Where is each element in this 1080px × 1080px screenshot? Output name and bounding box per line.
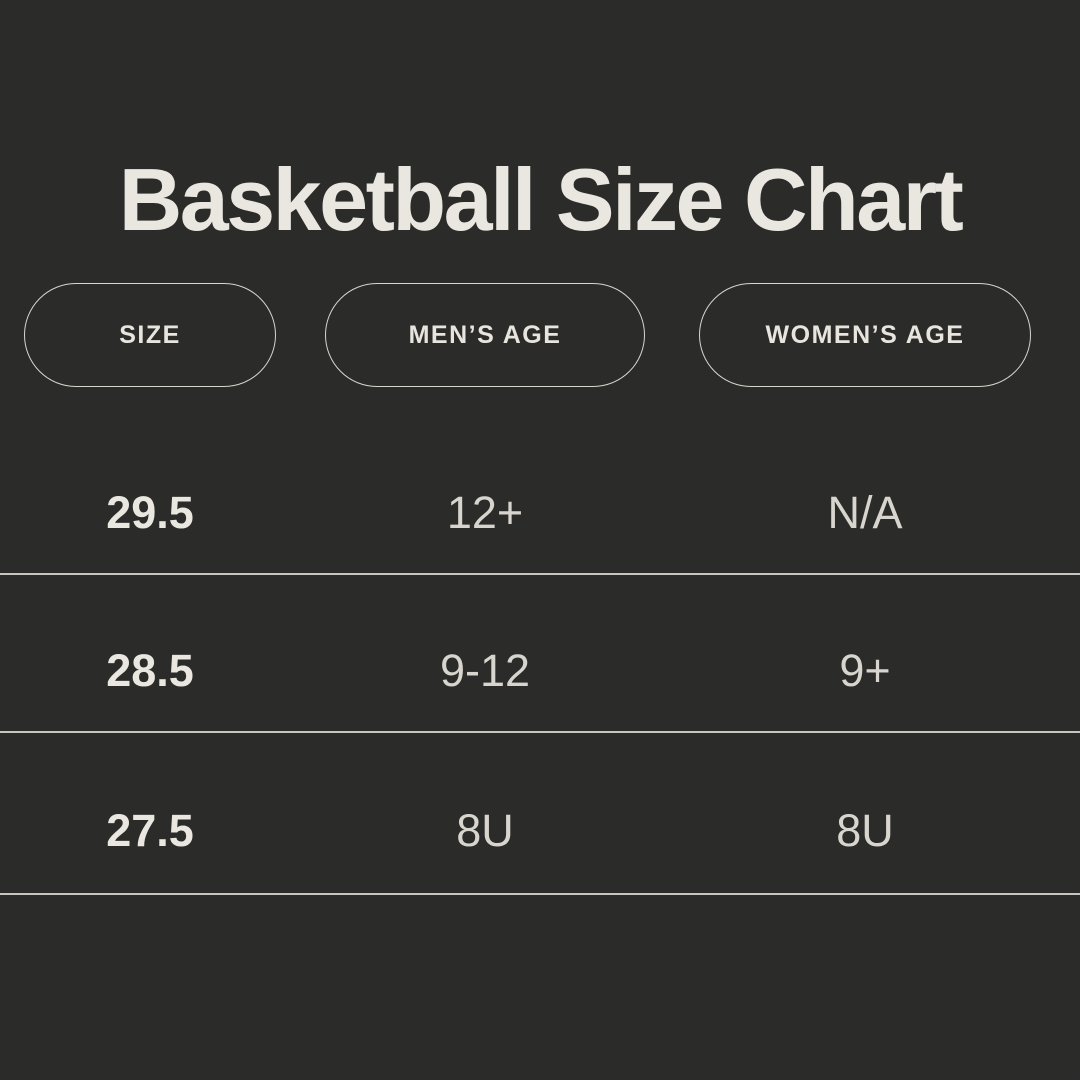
womens-age-value: 8U xyxy=(836,805,894,856)
womens-age-value: N/A xyxy=(827,487,903,538)
page-title: Basketball Size Chart xyxy=(118,149,964,249)
womens-age-value: 9+ xyxy=(839,645,891,696)
table-row: 29.5 12+ N/A xyxy=(0,417,1080,575)
mens-age-value: 9-12 xyxy=(439,645,531,696)
table-row: 27.5 8U 8U xyxy=(0,733,1080,895)
size-value: 27.5 xyxy=(106,805,194,856)
size-value: 29.5 xyxy=(106,487,194,538)
column-header-mens-age: MEN’S AGE xyxy=(325,283,645,387)
mens-age-value: 8U xyxy=(456,805,514,856)
mens-age-value: 12+ xyxy=(446,487,524,538)
column-header-womens-age: WOMEN’S AGE xyxy=(699,283,1031,387)
column-header-womens-age-label: WOMEN’S AGE xyxy=(765,320,965,349)
column-header-mens-age-label: MEN’S AGE xyxy=(408,320,562,349)
table-row: 28.5 9-12 9+ xyxy=(0,575,1080,733)
column-header-size-label: SIZE xyxy=(119,320,181,349)
column-headers: SIZE MEN’S AGE WOMEN’S AGE xyxy=(0,283,1060,387)
size-value: 28.5 xyxy=(106,645,194,696)
size-table: 29.5 12+ N/A 28.5 9-12 9+ 27.5 8U 8U xyxy=(0,417,1080,895)
column-header-size: SIZE xyxy=(24,283,276,387)
